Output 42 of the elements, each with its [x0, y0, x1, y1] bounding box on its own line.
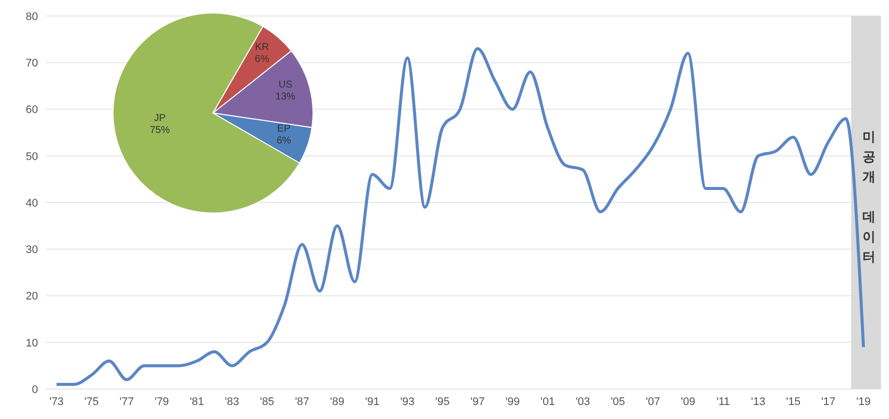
- x-tick-label: '79: [154, 396, 169, 408]
- x-tick-label: '07: [646, 396, 660, 408]
- x-tick-label: '89: [330, 396, 344, 408]
- x-tick-label: '95: [435, 396, 450, 408]
- y-tick-label: 60: [26, 104, 38, 116]
- x-tick-label: '73: [49, 396, 64, 408]
- slice-label: US: [278, 80, 293, 91]
- data-label: 6%: [254, 54, 270, 66]
- data-label: 6%: [276, 136, 292, 147]
- x-tick-label: '19: [856, 396, 871, 408]
- x-tick-label: '17: [821, 396, 836, 408]
- x-tick-label: '13: [751, 396, 766, 408]
- x-tick-label: '01: [540, 396, 555, 408]
- x-tick-label: '99: [505, 396, 520, 408]
- x-tick-label: '85: [260, 396, 274, 408]
- x-tick-label: '93: [400, 396, 415, 408]
- x-tick-label: '11: [716, 396, 730, 408]
- y-tick-label: 30: [26, 244, 38, 256]
- slice-label: JP: [154, 113, 166, 124]
- x-tick-label: '03: [576, 396, 590, 408]
- slice-label: EP: [277, 124, 291, 135]
- y-tick-label: 0: [32, 384, 38, 396]
- y-tick-label: 50: [26, 150, 38, 163]
- y-tick-label: 20: [26, 290, 38, 303]
- x-tick-label: '77: [120, 396, 134, 408]
- x-tick-label: '75: [84, 396, 99, 408]
- x-tick-label: '87: [294, 396, 310, 408]
- y-tick-label: 10: [26, 337, 38, 350]
- slice-label: KR: [255, 42, 269, 54]
- x-tick-label: '81: [190, 396, 204, 408]
- y-tick-label: 40: [26, 197, 38, 210]
- x-tick-label: '91: [365, 396, 380, 408]
- y-tick-label: 80: [26, 10, 38, 23]
- x-tick-label: '05: [610, 396, 626, 408]
- x-tick-label: '09: [680, 396, 696, 408]
- x-tick-label: '83: [224, 396, 240, 408]
- y-tick-label: 70: [26, 58, 38, 70]
- text: 미공개 데이터: [862, 129, 876, 264]
- x-tick-label: '15: [786, 396, 800, 408]
- data-label: 13%: [275, 92, 296, 103]
- data-label: 75%: [150, 125, 170, 136]
- x-tick-label: '97: [470, 396, 485, 408]
